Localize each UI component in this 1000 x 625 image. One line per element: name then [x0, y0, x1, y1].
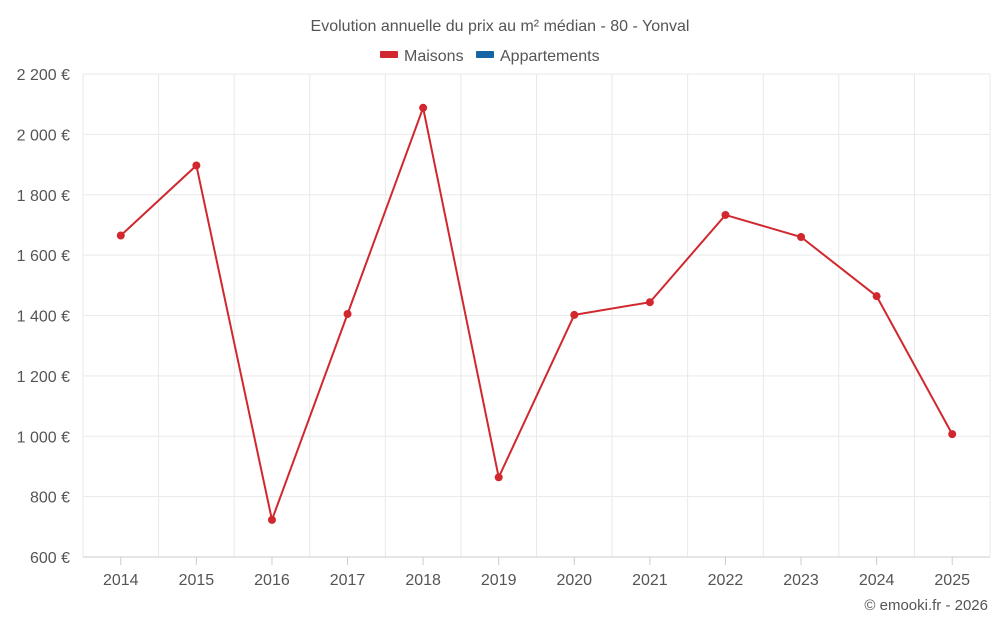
y-tick-label: 1 400 € [17, 309, 70, 326]
data-point[interactable] [494, 473, 503, 482]
y-tick-label: 600 € [30, 550, 70, 567]
x-tick-label: 2025 [934, 572, 970, 589]
x-tick-label: 2022 [708, 572, 744, 589]
legend-item-appartements[interactable]: Appartements [476, 48, 600, 65]
data-point[interactable] [116, 231, 125, 240]
x-tick-label: 2017 [330, 572, 366, 589]
series-layer [116, 103, 957, 524]
legend-swatch [380, 51, 398, 58]
data-point[interactable] [872, 292, 881, 301]
series-line-maisons [120, 104, 954, 524]
data-point[interactable] [419, 103, 428, 112]
x-tick-label: 2024 [859, 572, 895, 589]
data-point[interactable] [721, 210, 730, 219]
data-point[interactable] [343, 309, 352, 318]
y-tick-label: 1 600 € [17, 248, 70, 265]
data-point[interactable] [570, 310, 579, 319]
data-point[interactable] [797, 233, 806, 242]
grid [82, 73, 991, 558]
x-tick-label: 2020 [556, 572, 592, 589]
legend-swatch [476, 51, 494, 58]
y-axis: 600 € 800 € 1 000 € 1 200 € 1 400 € 1 600 € 1 … [17, 67, 70, 567]
y-tick-label: 1 200 € [17, 369, 70, 386]
x-tick-label: 2021 [632, 572, 668, 589]
legend-item-maisons[interactable]: Maisons [380, 48, 464, 65]
data-point[interactable] [192, 161, 201, 170]
x-tick-label: 2014 [103, 572, 139, 589]
chart-legend: Maisons Appartements [380, 48, 600, 65]
legend-label: Appartements [500, 48, 600, 65]
data-point[interactable] [948, 430, 957, 439]
x-tick-label: 2023 [783, 572, 819, 589]
y-tick-label: 1 800 € [17, 188, 70, 205]
data-point[interactable] [645, 298, 654, 307]
y-tick-label: 2 000 € [17, 127, 70, 144]
credit-text[interactable]: © emooki.fr - 2026 [864, 597, 988, 614]
y-tick-label: 2 200 € [17, 67, 70, 84]
x-tick-label: 2019 [481, 572, 517, 589]
x-tick-label: 2015 [179, 572, 215, 589]
legend-label: Maisons [404, 48, 464, 65]
y-tick-label: 1 000 € [17, 429, 70, 446]
data-point[interactable] [267, 515, 276, 524]
y-tick-label: 800 € [30, 490, 70, 507]
x-tick-label: 2016 [254, 572, 290, 589]
chart-title: Evolution annuelle du prix au m² médian … [311, 18, 690, 35]
x-tick-label: 2018 [405, 572, 441, 589]
x-axis: 2014 2015 2016 2017 2018 2019 2020 2021 2022 2023… [103, 557, 970, 589]
